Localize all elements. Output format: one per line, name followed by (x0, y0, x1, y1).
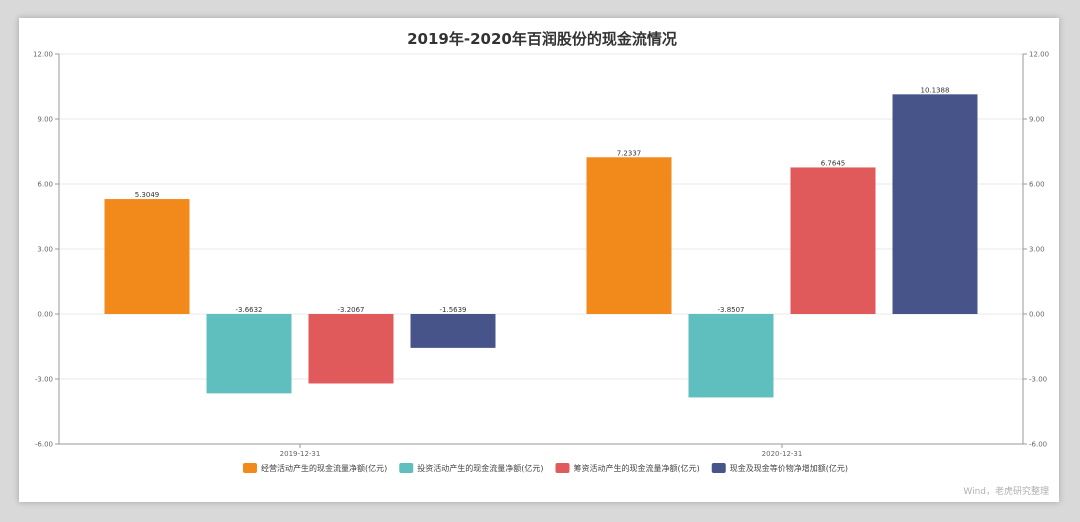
bar (688, 314, 774, 398)
data-labels: 5.3049 -3.6632 -3.2067 -1.5639 7.2337 -3.8507… (135, 86, 950, 314)
legend-swatch (399, 463, 414, 473)
y-tick-label-right: 9.00 (1029, 116, 1045, 124)
bars (104, 94, 978, 398)
bar (892, 94, 978, 315)
y-tick-label-right: 0.00 (1029, 311, 1045, 319)
data-label: 10.1388 (921, 86, 950, 94)
y-tick-label-left: 12.00 (33, 51, 53, 59)
y-tick-label-left: 6.00 (37, 181, 53, 189)
bar (104, 199, 190, 314)
data-label: 6.7645 (821, 159, 846, 167)
watermark: Wind，老虎研究整理 (963, 485, 1049, 497)
y-tick-label-right: -6.00 (1029, 441, 1047, 449)
y-tick-label-left: -6.00 (35, 441, 53, 449)
legend-label: 投资活动产生的现金流量净额(亿元) (417, 463, 543, 473)
x-tick-label: 2020-12-31 (762, 450, 803, 458)
data-label: -1.5639 (439, 306, 466, 314)
y-tick-label-right: 3.00 (1029, 246, 1045, 254)
legend-swatch (711, 463, 726, 473)
legend: 经营活动产生的现金流量净额(亿元) 投资活动产生的现金流量净额(亿元) 筹资活动产生… (243, 463, 848, 473)
bar (206, 314, 292, 394)
data-label: -3.6632 (235, 306, 262, 314)
x-tick-label: 2019-12-31 (280, 450, 321, 458)
data-label: 7.2337 (617, 149, 642, 157)
chart-title: 2019年-2020年百润股份的现金流情况 (407, 30, 677, 48)
legend-swatch (243, 463, 257, 473)
legend-label: 筹资活动产生的现金流量净额(亿元) (574, 463, 700, 473)
bar (410, 314, 496, 348)
data-label: -3.2067 (337, 306, 364, 314)
legend-swatch (555, 463, 570, 473)
y-tick-label-left: -3.00 (35, 376, 53, 384)
y-tick-label-left: 9.00 (37, 116, 53, 124)
y-tick-label-right: -3.00 (1029, 376, 1047, 384)
bar (790, 167, 876, 314)
y-tick-label-left: 0.00 (37, 311, 53, 319)
axes: 12.00 12.00 9.00 9.00 6.00 6.00 3.00 3.00 0.00 0.… (33, 51, 1049, 459)
data-label: 5.3049 (135, 191, 160, 199)
bar (586, 157, 672, 314)
y-tick-label-left: 3.00 (37, 246, 53, 254)
y-tick-label-right: 6.00 (1029, 181, 1045, 189)
legend-label: 现金及现金等价物净增加额(亿元) (730, 463, 848, 473)
legend-label: 经营活动产生的现金流量净额(亿元) (261, 463, 387, 473)
chart-card: 2019年-2020年百润股份的现金流情况 12.00 12.00 9.00 9.00… (19, 18, 1059, 502)
data-label: -3.8507 (717, 306, 744, 314)
bar (308, 314, 394, 384)
grid (59, 53, 1023, 445)
chart: 2019年-2020年百润股份的现金流情况 12.00 12.00 9.00 9.00… (33, 30, 1049, 497)
y-tick-label-right: 12.00 (1029, 51, 1049, 59)
